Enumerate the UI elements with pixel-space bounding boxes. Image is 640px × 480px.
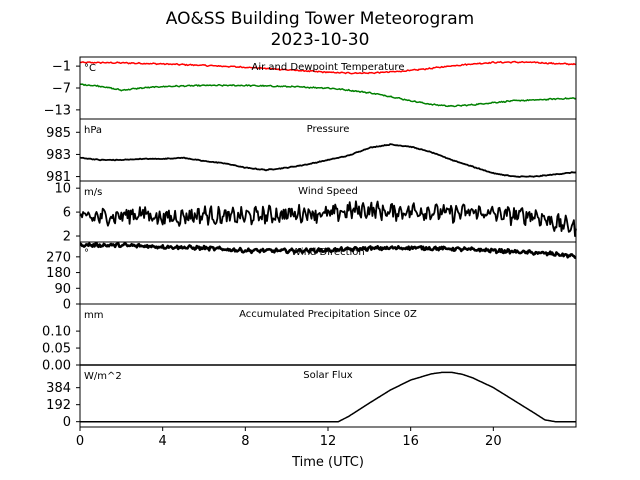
y-tick-label: 985 bbox=[46, 126, 71, 141]
panel-pressure: 985 983 981 hPa Pressure bbox=[46, 118, 577, 185]
panel-temperature: −1 −7 −13 °C Air and Dewpoint Temperature bbox=[44, 56, 577, 120]
figure-title: AO&SS Building Tower Meteorogram bbox=[166, 9, 474, 29]
y-tick-label: 0 bbox=[63, 415, 71, 430]
y-tick-label: 192 bbox=[46, 398, 71, 413]
panel-solar-flux: 384 192 0 W/m^2 Solar Flux bbox=[46, 364, 577, 430]
series-line-solar-flux-0 bbox=[80, 371, 576, 423]
y-tick-label: 2 bbox=[63, 230, 71, 245]
panel-title: Wind Direction bbox=[291, 247, 365, 258]
y-tick-label: 0.00 bbox=[42, 359, 71, 374]
series-line-temperature-0 bbox=[79, 60, 577, 75]
panels-group: −1 −7 −13 °C Air and Dewpoint Temperature 985… bbox=[42, 56, 577, 430]
x-axis-label: Time (UTC) bbox=[291, 455, 364, 470]
series-line-wind-speed-0 bbox=[79, 200, 577, 237]
y-tick-label: 384 bbox=[46, 381, 71, 396]
y-tick-label: −13 bbox=[44, 103, 71, 118]
panel-wind-speed: 10 6 2 m/s Wind Speed bbox=[54, 180, 577, 245]
y-tick-label: 10 bbox=[54, 182, 71, 197]
y-tick-label: 6 bbox=[63, 206, 71, 221]
series-line-wind-direction-0 bbox=[79, 241, 577, 260]
y-tick-label: 0.05 bbox=[42, 342, 71, 357]
y-tick-label: 180 bbox=[46, 266, 71, 281]
x-tick-label: 12 bbox=[320, 434, 337, 449]
panel-title: Accumulated Precipitation Since 0Z bbox=[239, 309, 417, 320]
y-tick-label: 0 bbox=[63, 298, 71, 313]
x-tick-label: 4 bbox=[159, 434, 167, 449]
x-tick-label: 8 bbox=[241, 434, 249, 449]
series-line-temperature-1 bbox=[79, 83, 577, 108]
unit-label: m/s bbox=[84, 187, 102, 198]
panel-title: Pressure bbox=[307, 124, 350, 135]
panel-title: Solar Flux bbox=[303, 370, 353, 381]
y-tick-label: −7 bbox=[52, 82, 71, 97]
unit-label: hPa bbox=[84, 125, 102, 136]
x-tick-label: 16 bbox=[402, 434, 419, 449]
figure-date: 2023-10-30 bbox=[271, 30, 370, 50]
x-tick-label: 0 bbox=[76, 434, 84, 449]
y-tick-label: 90 bbox=[54, 282, 71, 297]
y-tick-label: 0.10 bbox=[42, 325, 71, 340]
x-axis: 0 4 8 12 16 20 bbox=[76, 427, 502, 449]
panel-title: Wind Speed bbox=[298, 186, 358, 197]
panel-title: Air and Dewpoint Temperature bbox=[252, 62, 405, 73]
panel-precipitation: 0.10 0.05 0.00 mm Accumulated Precipitation … bbox=[42, 303, 577, 374]
y-tick-label: 981 bbox=[46, 170, 71, 185]
y-tick-label: −1 bbox=[52, 60, 71, 75]
series-line-pressure-0 bbox=[79, 143, 577, 178]
unit-label: °C bbox=[84, 63, 96, 74]
x-tick-label: 20 bbox=[485, 434, 502, 449]
y-tick-label: 270 bbox=[46, 250, 71, 265]
y-tick-label: 983 bbox=[46, 148, 71, 163]
unit-label: W/m^2 bbox=[84, 371, 122, 382]
unit-label: mm bbox=[84, 310, 103, 321]
unit-label: ° bbox=[84, 248, 89, 259]
